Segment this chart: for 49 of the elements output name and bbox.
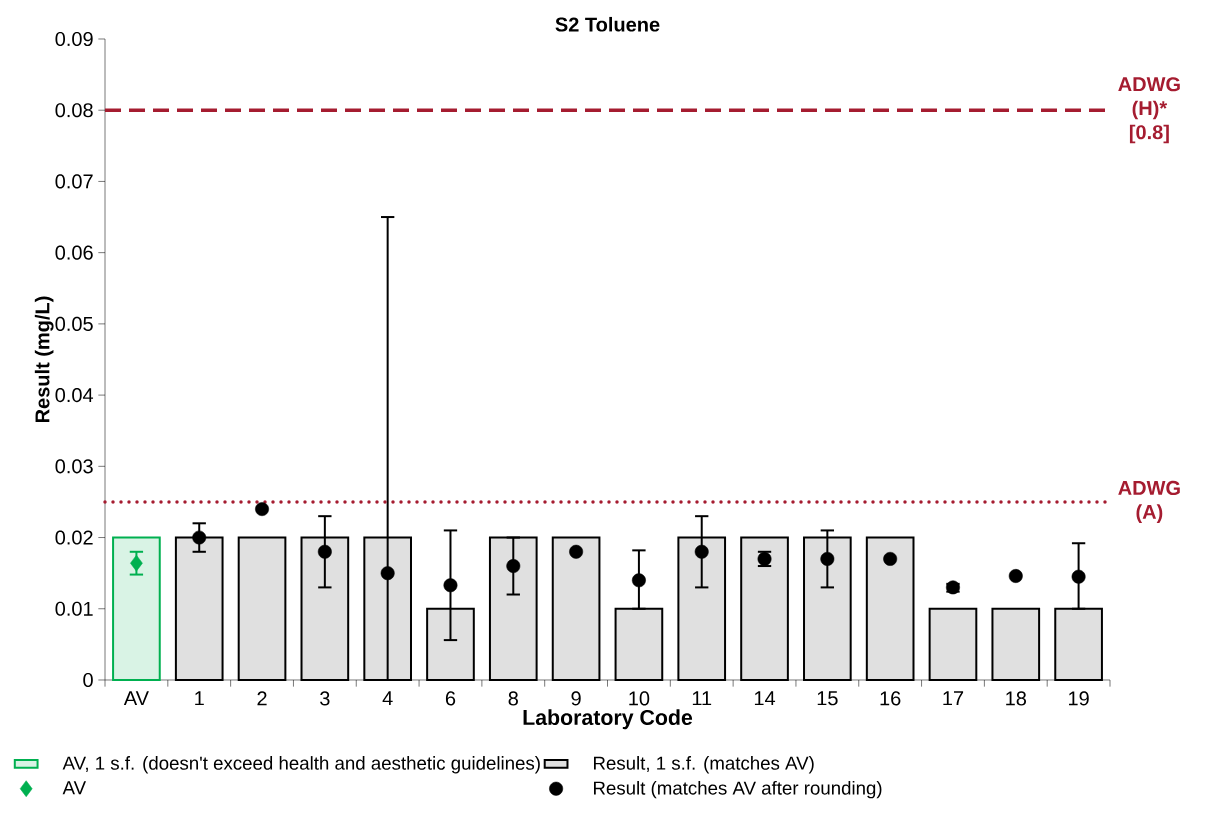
- chart-title: S2 Toluene: [555, 16, 660, 32]
- point: [694, 544, 709, 559]
- x-tick-label: 19: [1069, 691, 1089, 706]
- x-tick-label: 8: [508, 691, 518, 706]
- legend-label: AV, 1 s.f. (doesn't exceed health and aesthetic guidelines): [62, 756, 540, 774]
- y-tick-label: 0.09: [55, 31, 93, 47]
- point: [631, 573, 646, 588]
- x-tick-label: 2: [257, 691, 267, 706]
- x-tick-label: 15: [817, 691, 838, 706]
- y-tick-label: 0.06: [55, 245, 93, 260]
- point: [1071, 569, 1086, 584]
- point: [506, 559, 521, 573]
- point: [443, 578, 458, 593]
- x-axis-title: Laboratory Code: [523, 709, 693, 730]
- legend-label: Result, 1 s.f. (matches AV): [594, 756, 814, 774]
- point: [317, 544, 332, 559]
- point: [192, 530, 207, 545]
- x-tick-label: 3: [320, 691, 330, 706]
- y-tick-label: 0.07: [55, 174, 93, 189]
- x-tick-label: 14: [754, 691, 776, 706]
- x-tick-label: 18: [1006, 691, 1027, 706]
- x-tick-label: 9: [571, 691, 581, 706]
- y-tick-label: 0.04: [55, 388, 94, 403]
- point: [1008, 569, 1023, 583]
- point: [883, 551, 898, 566]
- x-tick-label: 10: [629, 691, 650, 706]
- point: [569, 544, 584, 559]
- ref-line-label: ADWG (A): [1118, 480, 1180, 523]
- y-tick-label: 0.05: [55, 316, 93, 331]
- x-tick-label: 11: [692, 691, 712, 706]
- point: [380, 566, 395, 581]
- point: [255, 502, 269, 516]
- x-tick-label: 6: [445, 691, 456, 706]
- point: [130, 554, 143, 572]
- legend-label: AV: [62, 781, 87, 795]
- y-axis-title: Result (mg/L): [34, 296, 54, 423]
- x-tick-label: 1: [195, 691, 204, 706]
- x-tick-label: 16: [880, 691, 901, 706]
- x-tick-label: 17: [943, 691, 964, 706]
- y-tick-label: 0.08: [55, 103, 93, 118]
- y-tick-label: 0.03: [55, 459, 93, 474]
- y-tick-label: 0.01: [55, 601, 93, 616]
- y-tick-label: 0: [83, 672, 93, 688]
- x-tick-label: AV: [123, 691, 149, 706]
- x-tick-label: 4: [382, 691, 393, 706]
- ref-line-label: ADWG (H)* [0.8]: [1118, 77, 1180, 144]
- y-tick-label: 0.02: [55, 530, 93, 545]
- point: [820, 551, 835, 566]
- legend-label: Result (matches AV after rounding): [594, 780, 882, 799]
